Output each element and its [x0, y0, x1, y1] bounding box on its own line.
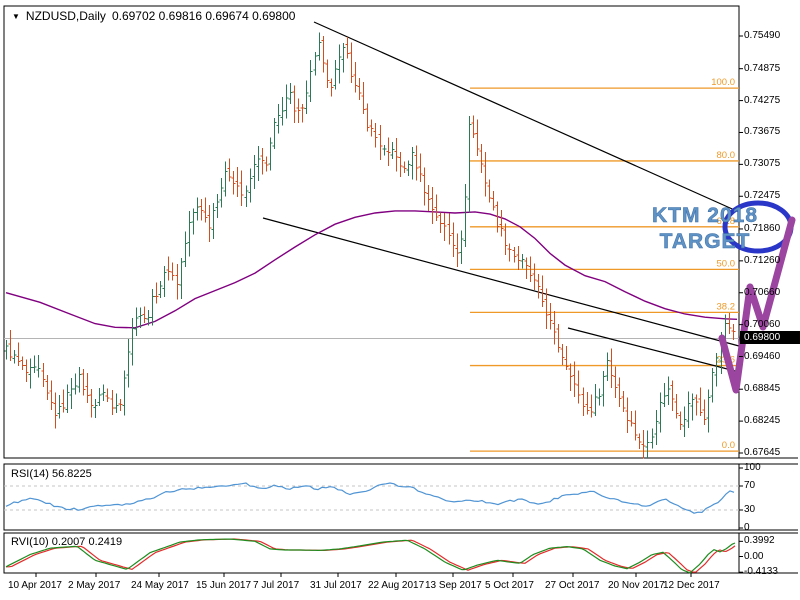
main-pane-border: [3, 5, 740, 459]
rsi-line: [5, 482, 735, 514]
rsi-axis-label: 0: [744, 522, 750, 533]
price-tick-label: 0.71860: [744, 222, 781, 234]
price-tick-label: 0.70660: [744, 286, 781, 298]
rsi-value: 56.8225: [51, 468, 92, 480]
trendline[interactable]: [262, 217, 740, 347]
fib-level-label: 100.0: [711, 77, 735, 88]
projection-arrow-annotation[interactable]: [718, 216, 796, 394]
rvi-axis-label: 0.3992: [744, 535, 775, 547]
date-tick-label: 15 Jun 2017: [196, 580, 252, 591]
date-tick-label: 22 Aug 2017: [368, 580, 425, 591]
price-tick-label: 0.70060: [744, 318, 781, 330]
price-tick-label: 0.71260: [744, 254, 781, 266]
target-note-line1: KTM 2018: [651, 204, 759, 228]
rvi-line: [5, 538, 736, 574]
date-tick-label: 12 Dec 2017: [663, 580, 720, 591]
rsi-axis-label: 100: [744, 462, 761, 473]
rvi-value: 0.2007: [51, 536, 86, 548]
rsi-indicator-label: RSI(14) 56.8225: [11, 468, 92, 480]
ohlc-bars-up: [4, 32, 728, 458]
date-tick-label: 27 Oct 2017: [545, 580, 600, 591]
price-tick-label: 0.74875: [744, 62, 781, 74]
price-tick-label: 0.69460: [744, 350, 781, 362]
date-tick-label: 2 May 2017: [68, 580, 121, 591]
date-tick-label: 31 Jul 2017: [310, 580, 362, 591]
fib-level-label: 0.0: [722, 440, 735, 451]
trendline[interactable]: [313, 21, 740, 213]
price-tick-label: 0.67645: [744, 447, 781, 458]
date-tick-label: 7 Jul 2017: [253, 580, 300, 591]
rsi-name: RSI(14): [11, 468, 49, 480]
price-tick-label: 0.68845: [744, 383, 781, 395]
price-tick-label: 0.75490: [744, 30, 781, 41]
price-tick-label: 0.73075: [744, 158, 781, 170]
price-tick-label: 0.74275: [744, 94, 781, 106]
rsi-pane-border: [3, 463, 740, 531]
collapse-arrow-icon[interactable]: ▼: [12, 11, 20, 21]
chart-title: ▼ NZDUSD,Daily 0.69702 0.69816 0.69674 0…: [12, 9, 295, 23]
current-price-tag: 0.69800: [740, 331, 800, 345]
ohlc-bars-down: [8, 36, 736, 459]
date-tick-label: 10 Apr 2017: [8, 580, 62, 591]
price-tick-label: 0.73675: [744, 126, 781, 138]
fib-level-label: 80.0: [717, 150, 736, 161]
rsi-axis-label: 70: [744, 480, 756, 491]
rsi-axis-label: 30: [744, 504, 756, 515]
price-tick-label: 0.68245: [744, 415, 781, 427]
rvi-axis-label: -0.4133: [744, 566, 778, 578]
date-tick-label: 5 Oct 2017: [485, 580, 534, 591]
fib-level-label: 38.2: [717, 301, 736, 312]
trendline[interactable]: [567, 327, 740, 373]
date-tick-label: 13 Sep 2017: [425, 580, 482, 591]
date-tick-label: 24 May 2017: [131, 580, 189, 591]
rvi-axis-label: 0.00: [744, 550, 764, 562]
ohlc-readout: 0.69702 0.69816 0.69674 0.69800: [111, 9, 296, 23]
target-note-line2: TARGET: [659, 230, 751, 254]
fib-level-label: 50.0: [717, 258, 736, 269]
rvi-indicator-label: RVI(10) 0.2007 0.2419: [11, 536, 122, 548]
symbol-period-label: NZDUSD,Daily: [25, 9, 106, 23]
price-tick-label: 0.72475: [744, 190, 781, 202]
moving-average-line: [5, 210, 738, 329]
target-note-annotation[interactable]: KTM 2018 TARGET: [650, 203, 760, 255]
date-tick-label: 20 Nov 2017: [608, 580, 665, 591]
rvi-signal-value: 0.2419: [88, 536, 123, 548]
rvi-name: RVI(10): [11, 536, 49, 548]
